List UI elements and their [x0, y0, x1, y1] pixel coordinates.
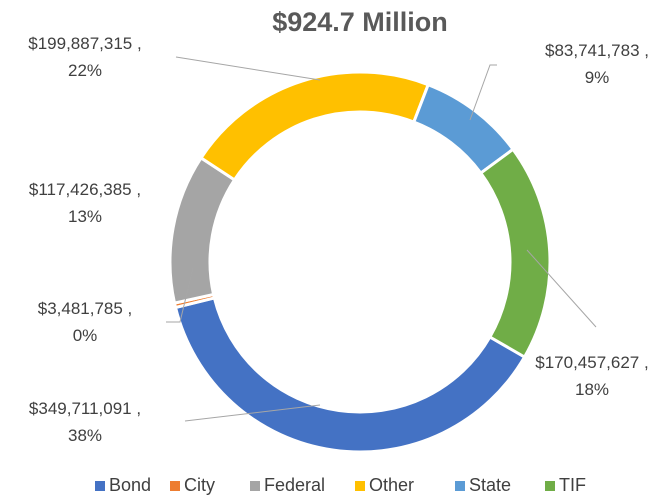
data-label-line: $199,887,315 ,	[28, 34, 141, 53]
legend-swatch	[250, 481, 260, 491]
donut-slice	[478, 147, 552, 360]
data-label-line: $117,426,385 ,	[29, 180, 141, 199]
data-label: $349,711,091 , 38%	[29, 399, 141, 445]
legend-label: Bond	[109, 475, 151, 495]
data-label: $3,481,785 , 0%	[38, 299, 133, 345]
data-label-line: $3,481,785 ,	[38, 299, 133, 318]
data-label: $117,426,385 , 13%	[29, 180, 141, 226]
data-label-line: $349,711,091 ,	[29, 399, 141, 418]
data-label: $83,741,783 , 9%	[545, 41, 649, 87]
data-label-line: 38%	[68, 426, 102, 445]
legend-label: City	[184, 475, 215, 495]
data-label-line: $83,741,783 ,	[545, 41, 649, 60]
data-label-line: $170,457,627 ,	[535, 353, 648, 372]
chart-title: $924.7 Million	[272, 7, 448, 37]
donut-slice	[168, 155, 237, 305]
leader-line	[469, 64, 497, 121]
legend-swatch	[95, 481, 105, 491]
legend-label: State	[469, 475, 511, 495]
data-label: $170,457,627 , 18%	[535, 353, 648, 399]
legend-label: Other	[369, 475, 414, 495]
leader-line	[184, 404, 321, 422]
leader-line	[175, 56, 321, 81]
legend-swatch	[455, 481, 465, 491]
legend-label: TIF	[559, 475, 586, 495]
donut-slice	[198, 70, 431, 182]
data-label-line: 22%	[68, 61, 102, 80]
data-label-line: 13%	[68, 207, 102, 226]
data-label-line: 0%	[73, 326, 98, 345]
legend-swatch	[355, 481, 365, 491]
leader-line	[166, 267, 194, 323]
legend-label: Federal	[264, 475, 325, 495]
data-label-line: 9%	[585, 68, 610, 87]
leader-line	[526, 249, 597, 328]
data-label: $199,887,315 , 22%	[28, 34, 141, 80]
legend-swatch	[545, 481, 555, 491]
legend-swatch	[170, 481, 180, 491]
data-label-line: 18%	[575, 380, 609, 399]
donut-slice	[173, 296, 527, 454]
